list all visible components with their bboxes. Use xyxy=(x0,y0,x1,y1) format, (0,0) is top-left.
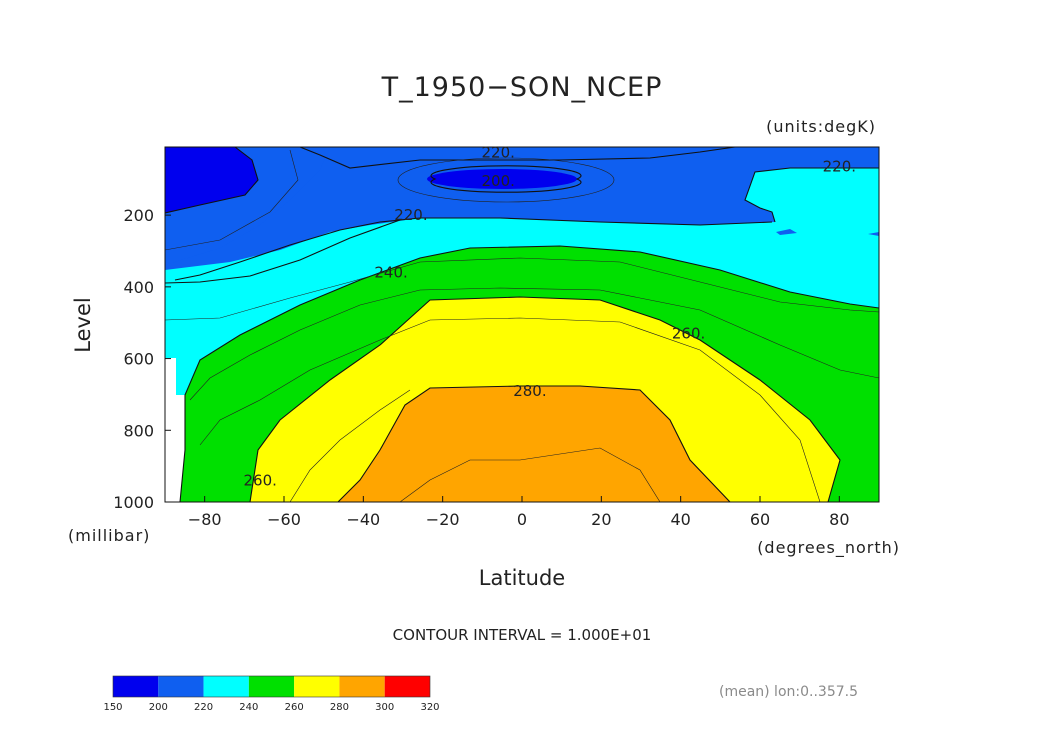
colorbar: 150 200 220 240 260 280 300 320 xyxy=(103,675,440,713)
band-150-200-tropical xyxy=(427,169,577,189)
band-200-220 xyxy=(165,147,879,270)
major-contours xyxy=(165,147,879,502)
band-280-300 xyxy=(338,386,730,502)
colorbar-swatch xyxy=(113,676,159,697)
colorbar-tick-label: 300 xyxy=(375,702,394,713)
plot-area: 220. 220. 200. 220. 240. 260. 280. 260. xyxy=(164,143,880,503)
contour-labels: 220. 220. 200. 220. 240. 260. 280. 260. xyxy=(243,143,856,489)
colorbar-frame xyxy=(112,675,431,698)
colorbar-swatch xyxy=(384,676,430,697)
mean-note: (mean) lon:0..357.5 xyxy=(719,684,858,700)
colorbar-tick-label: 150 xyxy=(103,702,122,713)
x-unit-label: (degrees_north) xyxy=(757,538,900,558)
y-tick-label: 800 xyxy=(123,421,154,440)
x-axis: −80 −60 −40 −20 0 20 40 60 80 xyxy=(188,496,850,529)
colorbar-tick-label: 200 xyxy=(149,702,168,713)
x-tick-label: 0 xyxy=(517,510,527,529)
contour-label: 240. xyxy=(374,264,407,282)
y-tick-label: 600 xyxy=(123,350,154,369)
x-tick-label: −80 xyxy=(188,510,222,529)
colorbar-tick-label: 220 xyxy=(194,702,213,713)
contour-label: 220. xyxy=(823,158,856,176)
contour-interval-label: CONTOUR INTERVAL = 1.000E+01 xyxy=(393,626,652,644)
colorbar-tick-label: 320 xyxy=(420,702,439,713)
chart-title: T_1950−SON_NCEP xyxy=(381,72,663,103)
x-axis-label: Latitude xyxy=(479,566,565,590)
x-tick-label: −40 xyxy=(346,510,380,529)
x-tick-label: 80 xyxy=(829,510,849,529)
units-label: (units:degK) xyxy=(766,117,876,136)
contour-label: 220. xyxy=(394,206,427,224)
band-150-200-polar xyxy=(165,147,258,213)
band-200-220-patch2 xyxy=(868,232,879,236)
y-axis-label: Level xyxy=(71,297,95,352)
contour-label: 200. xyxy=(481,172,514,190)
colorbar-tick-label: 240 xyxy=(239,702,258,713)
contour-label: 220. xyxy=(481,143,514,161)
y-tick-label: 400 xyxy=(123,278,154,297)
x-tick-label: −20 xyxy=(426,510,460,529)
colorbar-swatch xyxy=(339,676,385,697)
colorbar-swatch xyxy=(158,676,204,697)
x-tick-label: 60 xyxy=(750,510,770,529)
x-tick-label: −60 xyxy=(267,510,301,529)
contour-label: 260. xyxy=(672,324,705,342)
colorbar-swatch xyxy=(294,676,340,697)
y-tick-label: 200 xyxy=(123,206,154,225)
colorbar-tick-label: 280 xyxy=(330,702,349,713)
colorbar-tick-label: 260 xyxy=(285,702,304,713)
y-unit-label: (millibar) xyxy=(68,526,150,545)
x-tick-label: 20 xyxy=(591,510,611,529)
contour-label: 280. xyxy=(513,382,546,400)
x-tick-label: 40 xyxy=(670,510,690,529)
minor-contours xyxy=(165,149,879,502)
y-tick-label: 1000 xyxy=(113,493,154,512)
colorbar-swatch xyxy=(203,676,249,697)
y-axis: 200 400 600 800 1000 xyxy=(113,206,171,512)
colorbar-swatch xyxy=(248,676,295,697)
contour-label: 260. xyxy=(243,471,276,489)
band-200-220-patch xyxy=(776,229,797,235)
